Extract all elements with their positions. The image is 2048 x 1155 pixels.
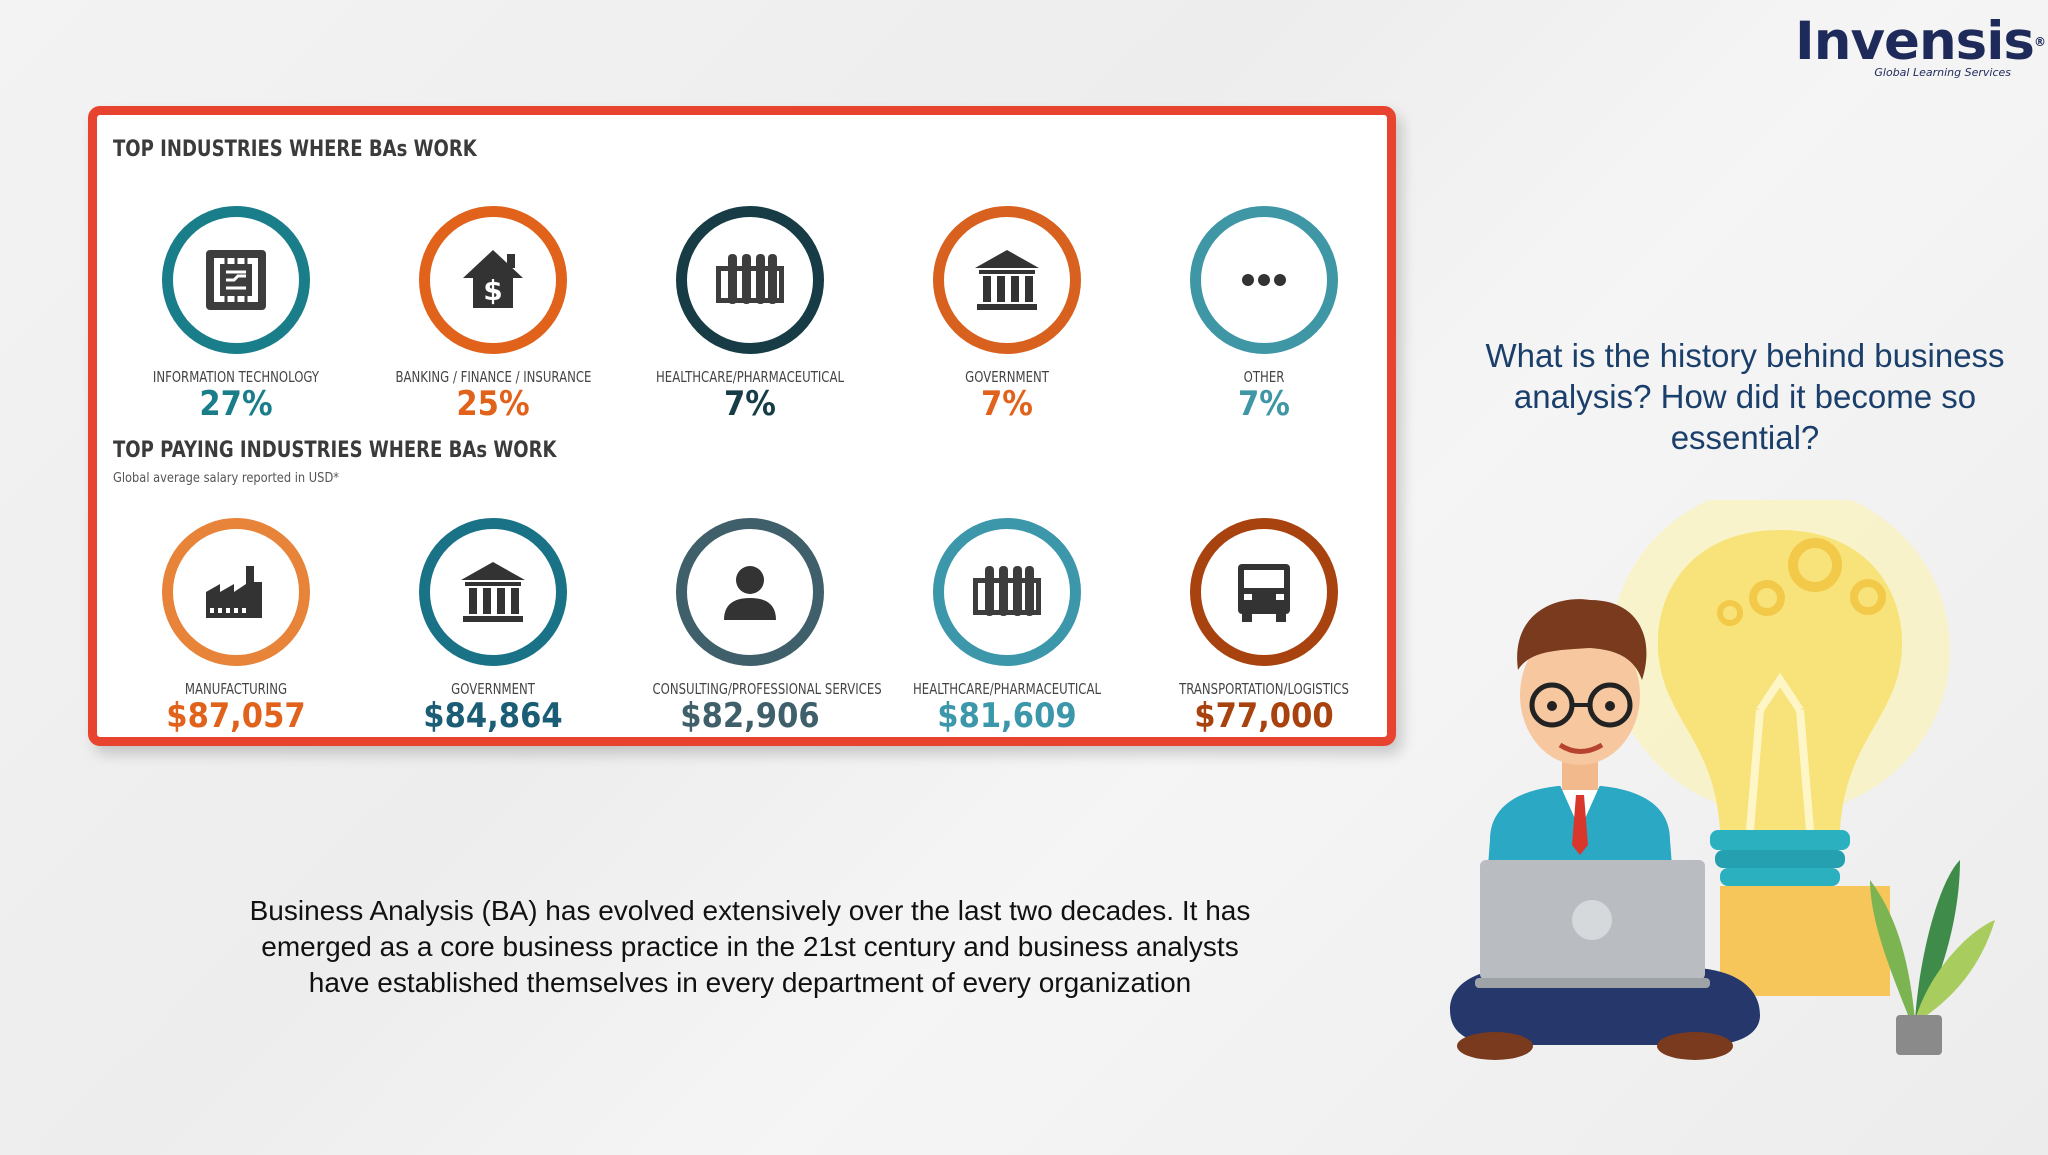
test-tubes-icon bbox=[716, 254, 784, 304]
industry-item-healthcare: HEALTHCARE/PHARMACEUTICAL 7% bbox=[625, 206, 875, 422]
circuit-icon bbox=[206, 250, 266, 310]
salary-value: $82,906 bbox=[680, 696, 820, 736]
salary-ring bbox=[1190, 518, 1338, 666]
ellipsis-icon bbox=[1242, 274, 1286, 286]
salary-ring bbox=[162, 518, 310, 666]
body-paragraph: Business Analysis (BA) has evolved exten… bbox=[249, 895, 1251, 998]
brand-tagline: Global Learning Services bbox=[1874, 66, 2011, 79]
industry-ring: $ bbox=[419, 206, 567, 354]
salary-label: MANUFACTURING bbox=[184, 680, 288, 698]
industry-value: 25% bbox=[456, 384, 530, 424]
salary-label: GOVERNMENT bbox=[451, 680, 535, 698]
industry-ring bbox=[1190, 206, 1338, 354]
section-title-top-paying: TOP PAYING INDUSTRIES WHERE BAs WORK bbox=[113, 438, 557, 463]
salary-value: $87,057 bbox=[166, 696, 306, 736]
history-question: What is the history behind business anal… bbox=[1485, 337, 2005, 456]
brand-reg: ® bbox=[2033, 35, 2046, 49]
gear-icon bbox=[1788, 538, 1842, 592]
industry-value: 7% bbox=[1238, 384, 1290, 424]
ba-infographic-card: TOP INDUSTRIES WHERE BAs WORK INFORMATIO… bbox=[88, 106, 1396, 746]
truck-icon bbox=[1238, 564, 1290, 622]
building-columns-icon bbox=[461, 562, 525, 622]
building-columns-icon bbox=[975, 250, 1039, 310]
salary-ring bbox=[933, 518, 1081, 666]
businessman-lightbulb-illustration bbox=[1450, 500, 1995, 1060]
salary-value: $84,864 bbox=[423, 696, 563, 736]
plant-pot bbox=[1896, 1015, 1942, 1055]
industry-ring bbox=[676, 206, 824, 354]
salary-ring bbox=[676, 518, 824, 666]
salary-item-transportation: TRANSPORTATION/LOGISTICS $77,000 bbox=[1139, 518, 1389, 734]
industry-item-it: INFORMATION TECHNOLOGY 27% bbox=[111, 206, 361, 422]
salary-item-manufacturing: MANUFACTURING $87,057 bbox=[111, 518, 361, 734]
salary-label: HEALTHCARE/PHARMACEUTICAL bbox=[913, 680, 1101, 698]
industry-value: 7% bbox=[981, 384, 1033, 424]
industry-label: OTHER bbox=[1243, 368, 1285, 386]
gear-icon bbox=[1850, 579, 1886, 615]
industry-label: GOVERNMENT bbox=[965, 368, 1049, 386]
plant-icon bbox=[1870, 880, 1915, 1020]
industry-label: BANKING / FINANCE / INSURANCE bbox=[395, 368, 592, 386]
salary-value: $81,609 bbox=[937, 696, 1077, 736]
person-icon bbox=[724, 566, 776, 620]
industry-item-banking: $ BANKING / FINANCE / INSURANCE 25% bbox=[368, 206, 618, 422]
gear-icon bbox=[1717, 600, 1743, 626]
bulb-base bbox=[1710, 830, 1850, 850]
brand-name: Invensis bbox=[1795, 11, 2035, 72]
house-dollar-icon: $ bbox=[463, 250, 523, 308]
industry-item-government: GOVERNMENT 7% bbox=[882, 206, 1132, 422]
svg-text:$: $ bbox=[483, 274, 502, 307]
factory-icon bbox=[206, 566, 262, 618]
salary-item-government: GOVERNMENT $84,864 bbox=[368, 518, 618, 734]
industry-value: 27% bbox=[199, 384, 273, 424]
salary-label: CONSULTING/PROFESSIONAL SERVICES bbox=[652, 680, 882, 698]
industry-ring bbox=[933, 206, 1081, 354]
section-title-top-industries: TOP INDUSTRIES WHERE BAs WORK bbox=[113, 137, 477, 162]
section-subtitle-salary: Global average salary reported in USD* bbox=[113, 471, 339, 486]
industry-ring bbox=[162, 206, 310, 354]
bulb-stand bbox=[1720, 886, 1890, 996]
salary-item-healthcare: HEALTHCARE/PHARMACEUTICAL $81,609 bbox=[882, 518, 1132, 734]
salary-value: $77,000 bbox=[1194, 696, 1334, 736]
industry-label: HEALTHCARE/PHARMACEUTICAL bbox=[656, 368, 844, 386]
industry-item-other: OTHER 7% bbox=[1139, 206, 1389, 422]
industry-value: 7% bbox=[724, 384, 776, 424]
gear-icon bbox=[1749, 580, 1785, 616]
salary-label: TRANSPORTATION/LOGISTICS bbox=[1179, 680, 1349, 698]
industry-label: INFORMATION TECHNOLOGY bbox=[152, 368, 320, 386]
brand-logo: Invensis® Global Learning Services bbox=[1795, 14, 2046, 80]
salary-ring bbox=[419, 518, 567, 666]
salary-item-consulting: CONSULTING/PROFESSIONAL SERVICES $82,906 bbox=[625, 518, 882, 736]
test-tubes-icon bbox=[973, 566, 1041, 616]
